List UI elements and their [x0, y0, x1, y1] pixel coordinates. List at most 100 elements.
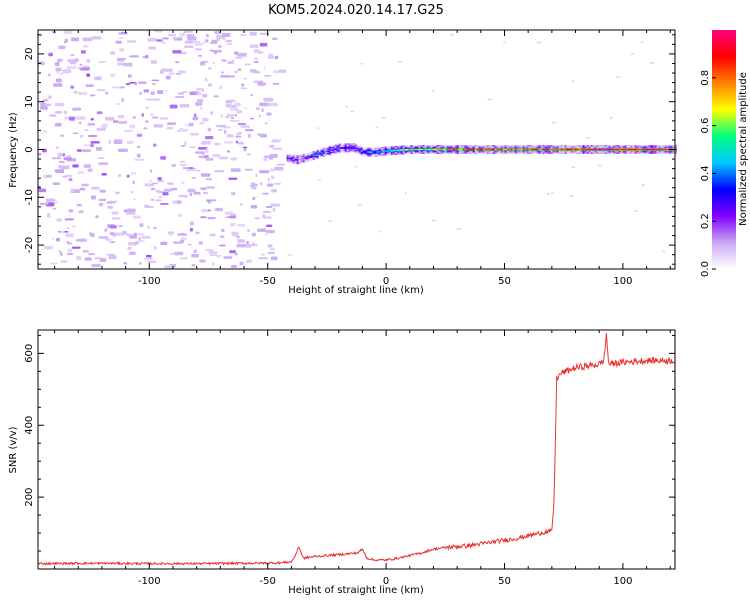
noise-speckle: [234, 51, 239, 55]
noise-speckle: [141, 236, 151, 239]
signal-cell: [344, 146, 347, 149]
noise-speckle: [253, 60, 259, 64]
noise-speckle: [189, 146, 196, 148]
noise-speckle: [189, 221, 195, 226]
noise-speckle: [66, 242, 73, 245]
signal-cell: [484, 148, 487, 151]
signal-cell: [442, 148, 445, 151]
signal-cell: [614, 148, 617, 151]
noise-speckle: [229, 107, 238, 111]
spectrogram-x-tick-label: 0: [383, 276, 389, 287]
signal-cell: [638, 148, 641, 151]
signal-cell: [478, 148, 481, 151]
noise-speckle: [119, 48, 125, 52]
noise-speckle: [70, 60, 76, 65]
noise-speckle: [168, 34, 177, 37]
noise-speckle: [269, 168, 275, 172]
signal-cell: [444, 148, 447, 151]
signal-cell: [540, 148, 543, 151]
noise-speckle: [98, 198, 107, 201]
noise-speckle: [68, 116, 76, 121]
noise-speckle: [60, 252, 63, 256]
noise-speckle: [81, 92, 88, 95]
noise-speckle: [249, 44, 259, 48]
noise-speckle: [178, 213, 182, 217]
noise-speckle: [202, 117, 209, 122]
noise-speckle: [198, 241, 204, 245]
noise-speckle: [72, 225, 76, 228]
noise-speckle: [44, 245, 53, 250]
noise-speckle: [267, 177, 271, 182]
noise-speckle: [138, 81, 147, 85]
noise-speckle: [201, 141, 211, 145]
noise-speckle: [223, 255, 233, 259]
noise-speckle: [117, 174, 122, 177]
spectrogram-y-axis-label: Frequency (Hz): [8, 112, 19, 188]
noise-speckle: [230, 117, 234, 120]
noise-speckle: [503, 41, 506, 44]
signal-cell: [580, 148, 583, 151]
noise-speckle: [142, 56, 146, 59]
noise-speckle: [64, 218, 74, 221]
noise-speckle: [90, 118, 94, 121]
spectrogram-y-tick-label: 0: [24, 146, 35, 152]
noise-speckle: [134, 82, 137, 86]
noise-speckle: [273, 70, 279, 74]
noise-speckle: [75, 116, 86, 120]
noise-speckle: [83, 44, 89, 48]
noise-speckle: [273, 182, 282, 185]
signal-cell: [356, 148, 359, 151]
signal-cell: [324, 150, 327, 153]
noise-speckle: [75, 239, 85, 242]
noise-speckle: [229, 222, 236, 227]
noise-speckle: [231, 59, 235, 63]
noise-speckle: [207, 83, 213, 87]
colorbar-gradient: [712, 30, 736, 269]
noise-speckle: [150, 198, 155, 201]
noise-speckle: [220, 114, 223, 119]
noise-speckle: [236, 243, 247, 248]
signal-cell: [544, 148, 547, 151]
noise-speckle: [214, 50, 217, 55]
noise-speckle: [180, 144, 186, 148]
snr-x-tick-label: 50: [498, 576, 511, 587]
noise-speckle: [272, 82, 280, 85]
noise-speckle: [265, 233, 268, 236]
noise-speckle: [198, 54, 203, 57]
noise-speckle: [634, 210, 638, 213]
noise-speckle: [240, 125, 250, 128]
noise-speckle: [136, 133, 143, 137]
noise-speckle: [219, 244, 226, 247]
noise-speckle: [205, 135, 214, 140]
noise-speckle: [265, 230, 273, 233]
noise-speckle: [571, 166, 576, 169]
signal-cell: [398, 149, 401, 152]
noise-speckle: [150, 187, 156, 191]
noise-speckle: [143, 89, 150, 93]
signal-cell: [588, 148, 591, 151]
noise-speckle: [123, 130, 133, 132]
noise-speckle: [68, 178, 73, 181]
noise-speckle: [239, 261, 244, 266]
noise-speckle: [96, 89, 106, 91]
noise-speckle: [571, 80, 575, 82]
noise-speckle: [101, 123, 108, 128]
noise-speckle: [266, 112, 272, 116]
noise-speckle: [249, 31, 257, 36]
noise-speckle: [171, 200, 178, 204]
noise-speckle: [150, 60, 158, 64]
noise-speckle: [238, 141, 244, 145]
signal-cell: [592, 148, 595, 151]
noise-speckle: [207, 201, 212, 204]
signal-cell: [548, 148, 551, 151]
signal-cell: [424, 148, 427, 151]
noise-speckle: [551, 121, 556, 124]
noise-speckle: [44, 103, 51, 107]
signal-cell: [352, 146, 355, 149]
noise-speckle: [167, 122, 177, 126]
noise-speckle: [108, 140, 112, 144]
noise-speckle: [72, 164, 79, 168]
noise-speckle: [202, 42, 205, 44]
signal-cell: [458, 148, 461, 151]
